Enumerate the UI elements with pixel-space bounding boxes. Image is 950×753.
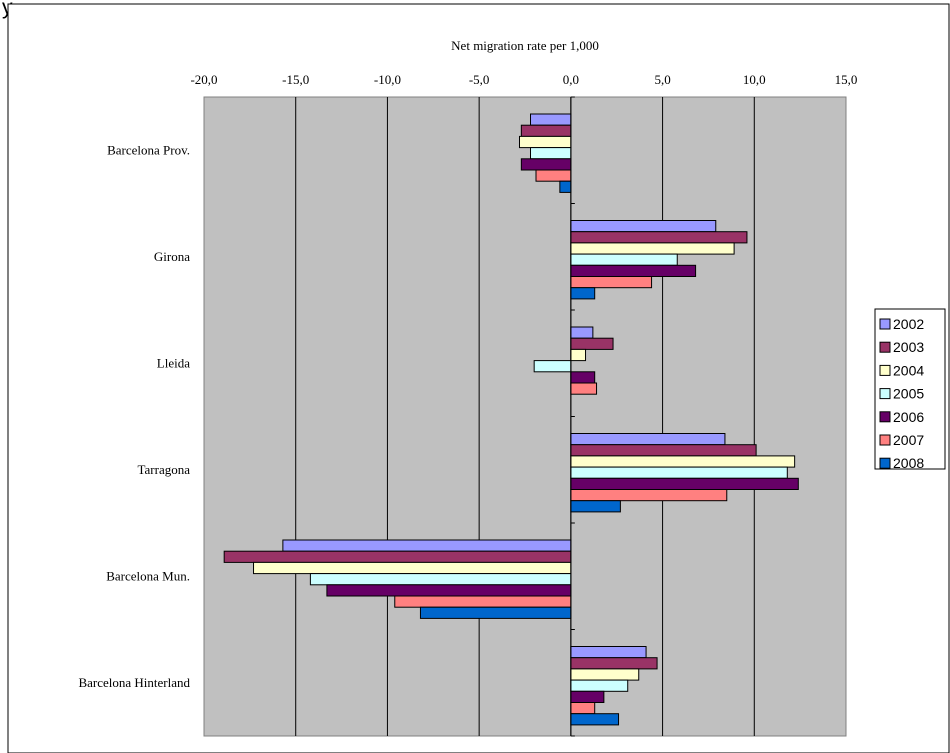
legend: 2002 2003 2004 2005 2006 2007 2008: [874, 308, 946, 471]
bar-2002-3: [570, 433, 726, 446]
bar-2003-2: [570, 337, 614, 350]
bar-2005-1: [570, 253, 678, 266]
x-tick-label: 0,0: [563, 72, 579, 87]
legend-label-2004: 2004: [893, 362, 924, 378]
legend-label-2008: 2008: [893, 455, 924, 471]
legend-label-2002: 2002: [893, 316, 924, 332]
category-labels: Barcelona Prov. Girona Lleida Tarragona Barc…: [78, 142, 190, 690]
x-tick-label: -15,0: [282, 72, 309, 87]
bar-2007-0: [535, 169, 572, 182]
category-label: Barcelona Mun.: [106, 568, 190, 583]
bar-2004-4: [253, 561, 572, 575]
legend-swatch-2004: [879, 364, 891, 376]
bar-2005-3: [570, 466, 788, 479]
category-label: Barcelona Hinterland: [78, 675, 190, 690]
bar-2006-3: [570, 477, 799, 490]
bar-2002-2: [570, 326, 594, 339]
bar-2002-1: [570, 220, 717, 233]
bar-2008-0: [559, 180, 572, 193]
bar-2006-4: [326, 584, 572, 597]
bar-2006-1: [570, 264, 697, 277]
bar-2004-1: [570, 242, 735, 255]
category-axis: [570, 96, 575, 737]
category-label: Lleida: [157, 355, 190, 370]
x-tick-label: 15,0: [835, 72, 858, 87]
bar-2007-3: [570, 489, 728, 502]
legend-swatch-2006: [879, 411, 891, 423]
x-tick-label: 10,0: [743, 72, 766, 87]
chart-title: Net migration rate per 1,000: [451, 38, 599, 53]
bar-2005-2: [533, 360, 572, 373]
plot-area: [203, 96, 847, 737]
legend-swatch-2002: [879, 318, 891, 330]
bar-2006-5: [570, 690, 605, 703]
legend-swatch-2005: [879, 388, 891, 400]
bar-2005-0: [530, 147, 572, 160]
bar-2003-4: [223, 550, 572, 563]
category-label: Girona: [154, 249, 190, 264]
bar-2008-1: [570, 287, 596, 300]
legend-label-2007: 2007: [893, 432, 924, 448]
bar-2008-3: [570, 500, 621, 513]
bar-2007-4: [394, 595, 572, 608]
legend-label-2006: 2006: [893, 409, 924, 425]
bar-2002-0: [530, 113, 572, 126]
legend-label-2005: 2005: [893, 386, 924, 402]
legend-swatch-2007: [879, 434, 891, 446]
bar-2004-2: [570, 348, 587, 362]
bar-2007-5: [570, 702, 596, 715]
x-tick-label: -20,0: [190, 72, 217, 87]
bar-2003-5: [570, 657, 658, 670]
category-label: Barcelona Prov.: [107, 142, 190, 157]
x-tick-label: 5,0: [654, 72, 670, 87]
x-axis-ticks: -20,0 -15,0 -10,0 -5,0 0,0 5,0 10,0 15,0: [190, 72, 857, 87]
bar-2003-0: [520, 124, 572, 137]
bar-2002-5: [570, 646, 647, 659]
bar-2005-4: [309, 573, 572, 586]
legend-swatch-2003: [879, 341, 891, 353]
bar-2008-4: [419, 606, 572, 619]
bar-2002-4: [282, 539, 572, 552]
bar-2007-1: [570, 276, 653, 289]
x-tick-label: -5,0: [469, 72, 490, 87]
bar-2003-3: [570, 444, 757, 457]
bar-2007-2: [570, 382, 598, 395]
bar-2006-2: [570, 371, 596, 384]
legend-swatch-2008: [879, 457, 891, 469]
bar-2004-3: [570, 455, 796, 468]
legend-label-2003: 2003: [893, 339, 924, 355]
bar-2003-1: [570, 231, 748, 244]
category-label: Tarragona: [137, 462, 190, 477]
x-tick-label: -10,0: [374, 72, 401, 87]
bar-2005-5: [570, 679, 629, 692]
bar-2006-0: [520, 158, 572, 171]
bar-2008-5: [570, 713, 620, 726]
gridlines: [295, 97, 755, 736]
bar-2004-5: [570, 668, 640, 681]
bar-2004-0: [518, 135, 572, 149]
